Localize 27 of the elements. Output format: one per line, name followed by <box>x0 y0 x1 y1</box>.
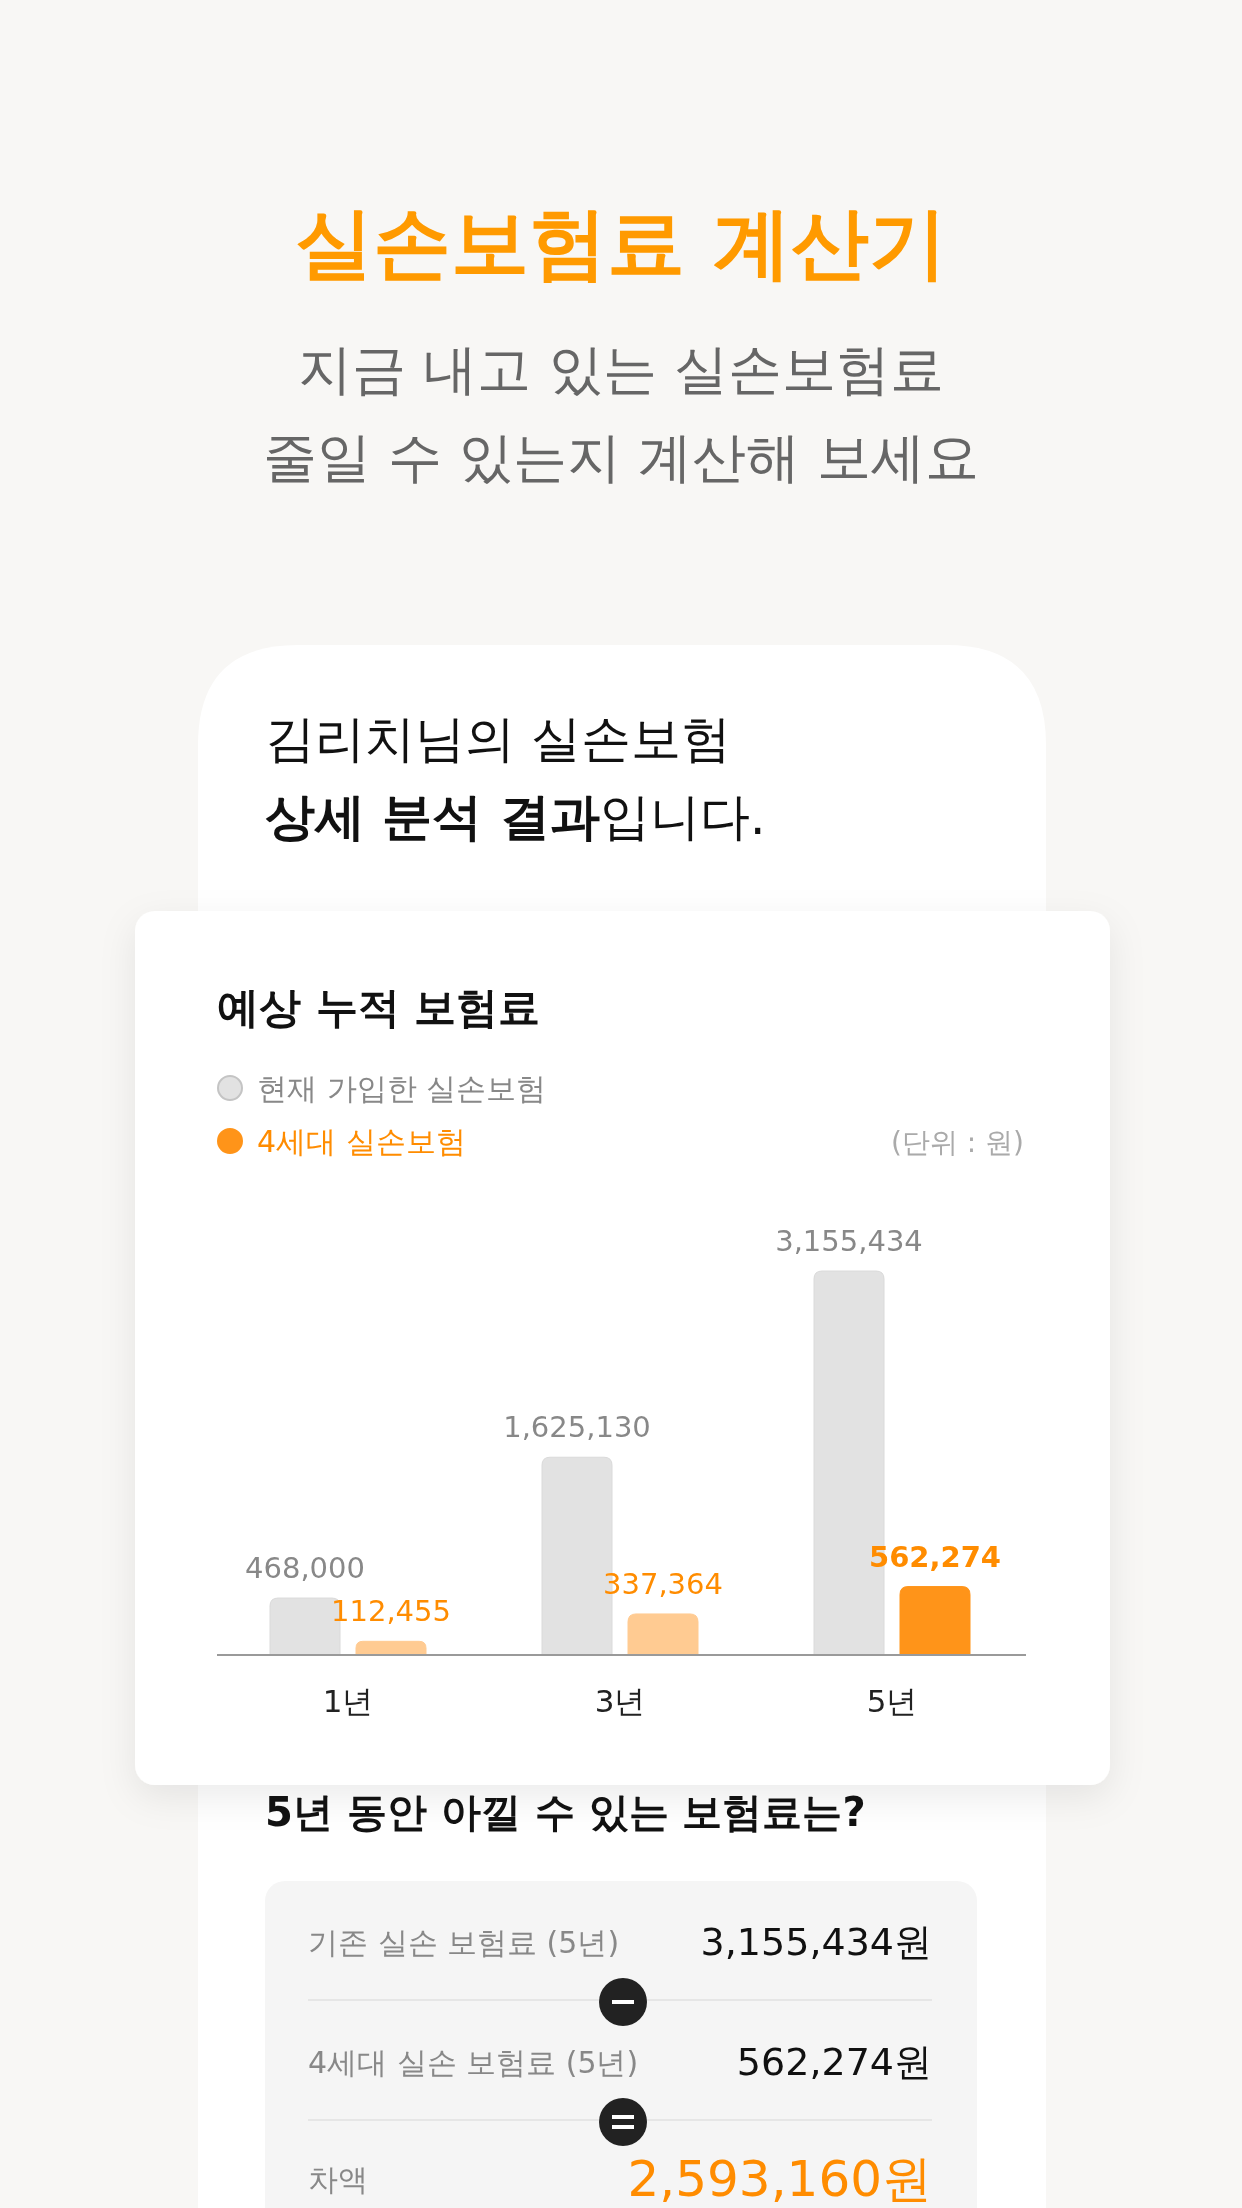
x-tick-label: 3년 <box>594 1683 646 1719</box>
text: 지금 내고 있는 실손보험료 <box>298 338 944 401</box>
data-label: 337,364 <box>603 1566 723 1601</box>
bar <box>627 1613 699 1656</box>
data-label: 562,274 <box>868 1539 1002 1574</box>
x-tick-label: 1년 <box>322 1683 374 1719</box>
bar <box>899 1586 971 1656</box>
legend-label: 4세대 실손보험 <box>257 1124 466 1159</box>
text: 4세대 실손 보험료 (5년) <box>308 2045 639 2080</box>
data-label: 3,155,434 <box>775 1224 923 1258</box>
text: 차액 <box>308 2162 368 2197</box>
text: 기존 실손 보험료 (5년) <box>308 1925 620 1960</box>
text: 562,274원 <box>736 2040 932 2084</box>
x-tick-label: 5년 <box>866 1683 918 1719</box>
data-label: 112,455 <box>331 1594 451 1629</box>
chart-title: 예상 누적 보험료 <box>217 983 541 1032</box>
text: 2,593,160원 <box>627 2150 932 2208</box>
data-label: 468,000 <box>245 1551 365 1586</box>
text: 상세 분석 결과입니다. <box>265 788 766 846</box>
legend-label: 현재 가입한 실손보험 <box>257 1071 547 1106</box>
text: 줄일 수 있는지 계산해 보세요 <box>262 426 980 489</box>
data-label: 1,625,130 <box>503 1410 651 1445</box>
text: 김리치님의 실손보험 <box>265 710 731 768</box>
text: (단위 : 원) <box>890 1126 1024 1159</box>
text: 5년 동안 아낄 수 있는 보험료는? <box>265 1789 866 1835</box>
text: 실손보험료 계산기 <box>295 198 947 288</box>
text: 3,155,434원 <box>700 1920 932 1964</box>
